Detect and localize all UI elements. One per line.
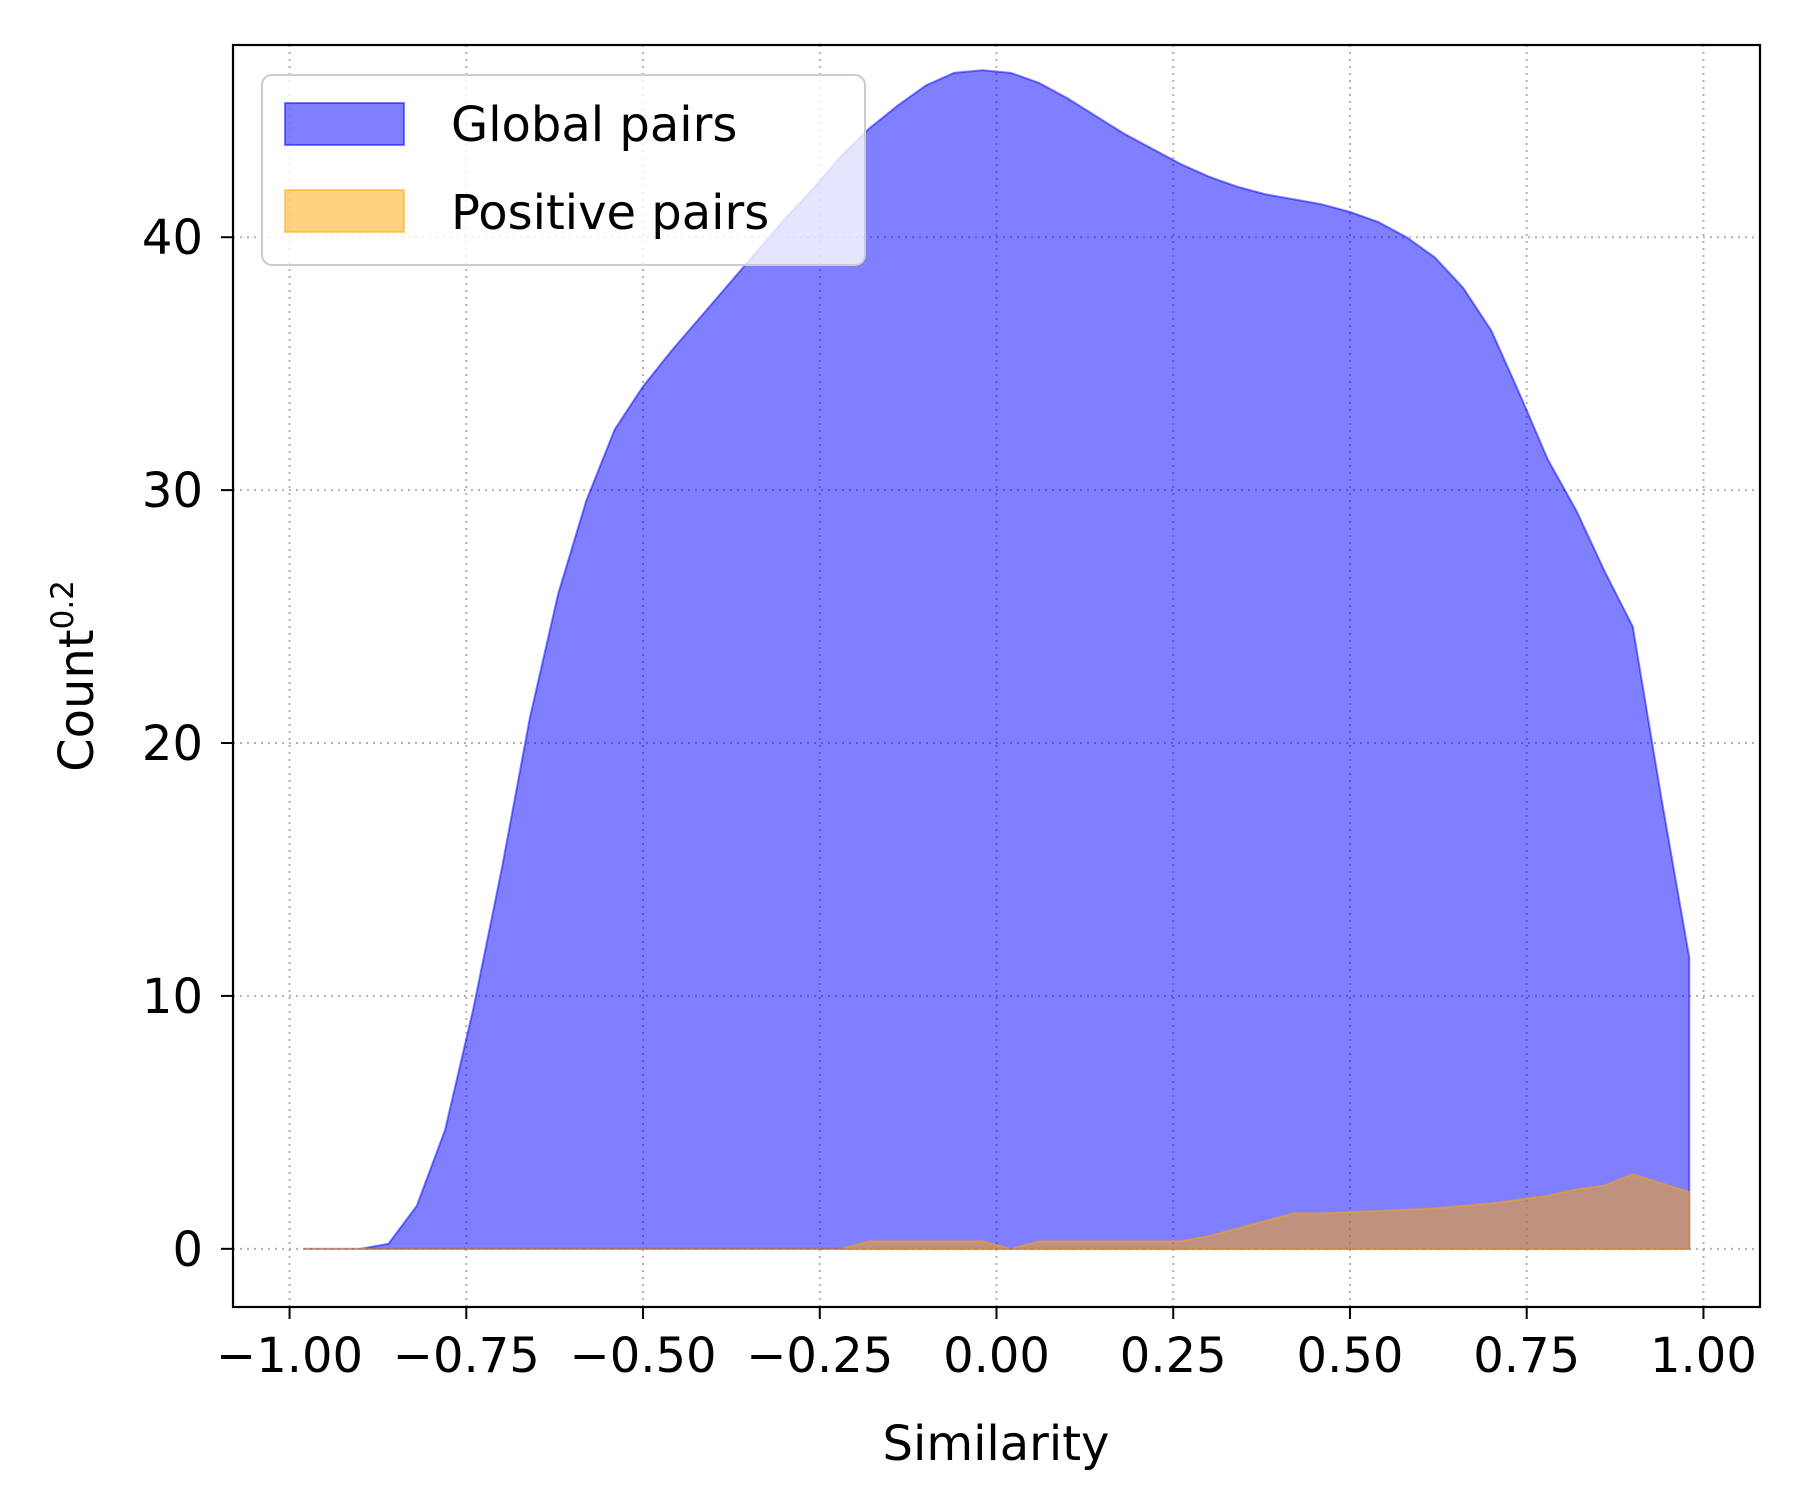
legend-label-positive-pairs: Positive pairs [451, 185, 769, 241]
y-tick-label: 10 [142, 969, 203, 1025]
x-tick-label: 0.25 [1120, 1328, 1227, 1384]
y-axis-ticks: 0 10 20 30 40 [142, 210, 233, 1278]
x-tick-label: 0.00 [943, 1328, 1050, 1384]
y-tick-label: 20 [142, 716, 203, 772]
legend-swatch-global-pairs [284, 102, 405, 146]
x-tick-label: −0.50 [569, 1328, 716, 1384]
legend: Global pairs Positive pairs [261, 74, 866, 266]
y-axis-label-exponent: 0.2 [45, 580, 81, 629]
x-axis-label: Similarity [883, 1416, 1110, 1472]
area-global-pairs [303, 69, 1691, 1250]
y-axis-label: Count0.2 [45, 580, 105, 772]
legend-box [261, 74, 866, 266]
legend-label-global-pairs: Global pairs [451, 97, 737, 153]
x-tick-label: −0.25 [746, 1328, 893, 1384]
x-tick-label: 1.00 [1650, 1328, 1757, 1384]
x-tick-label: 0.75 [1473, 1328, 1580, 1384]
area-positive-pairs [303, 1173, 1691, 1250]
y-tick-label: 30 [142, 463, 203, 519]
y-tick-label: 0 [172, 1222, 203, 1278]
area-series [303, 69, 1691, 1250]
y-axis-label-base: Count [49, 629, 105, 772]
x-tick-label: 0.50 [1297, 1328, 1404, 1384]
x-tick-label: −0.75 [393, 1328, 540, 1384]
x-tick-label: −1.00 [216, 1328, 363, 1384]
x-axis-ticks: −1.00 −0.75 −0.50 −0.25 0.00 0.25 0.50 0.75 1.00 [216, 1307, 1757, 1384]
legend-swatch-positive-pairs [284, 189, 405, 233]
y-tick-label: 40 [142, 210, 203, 266]
